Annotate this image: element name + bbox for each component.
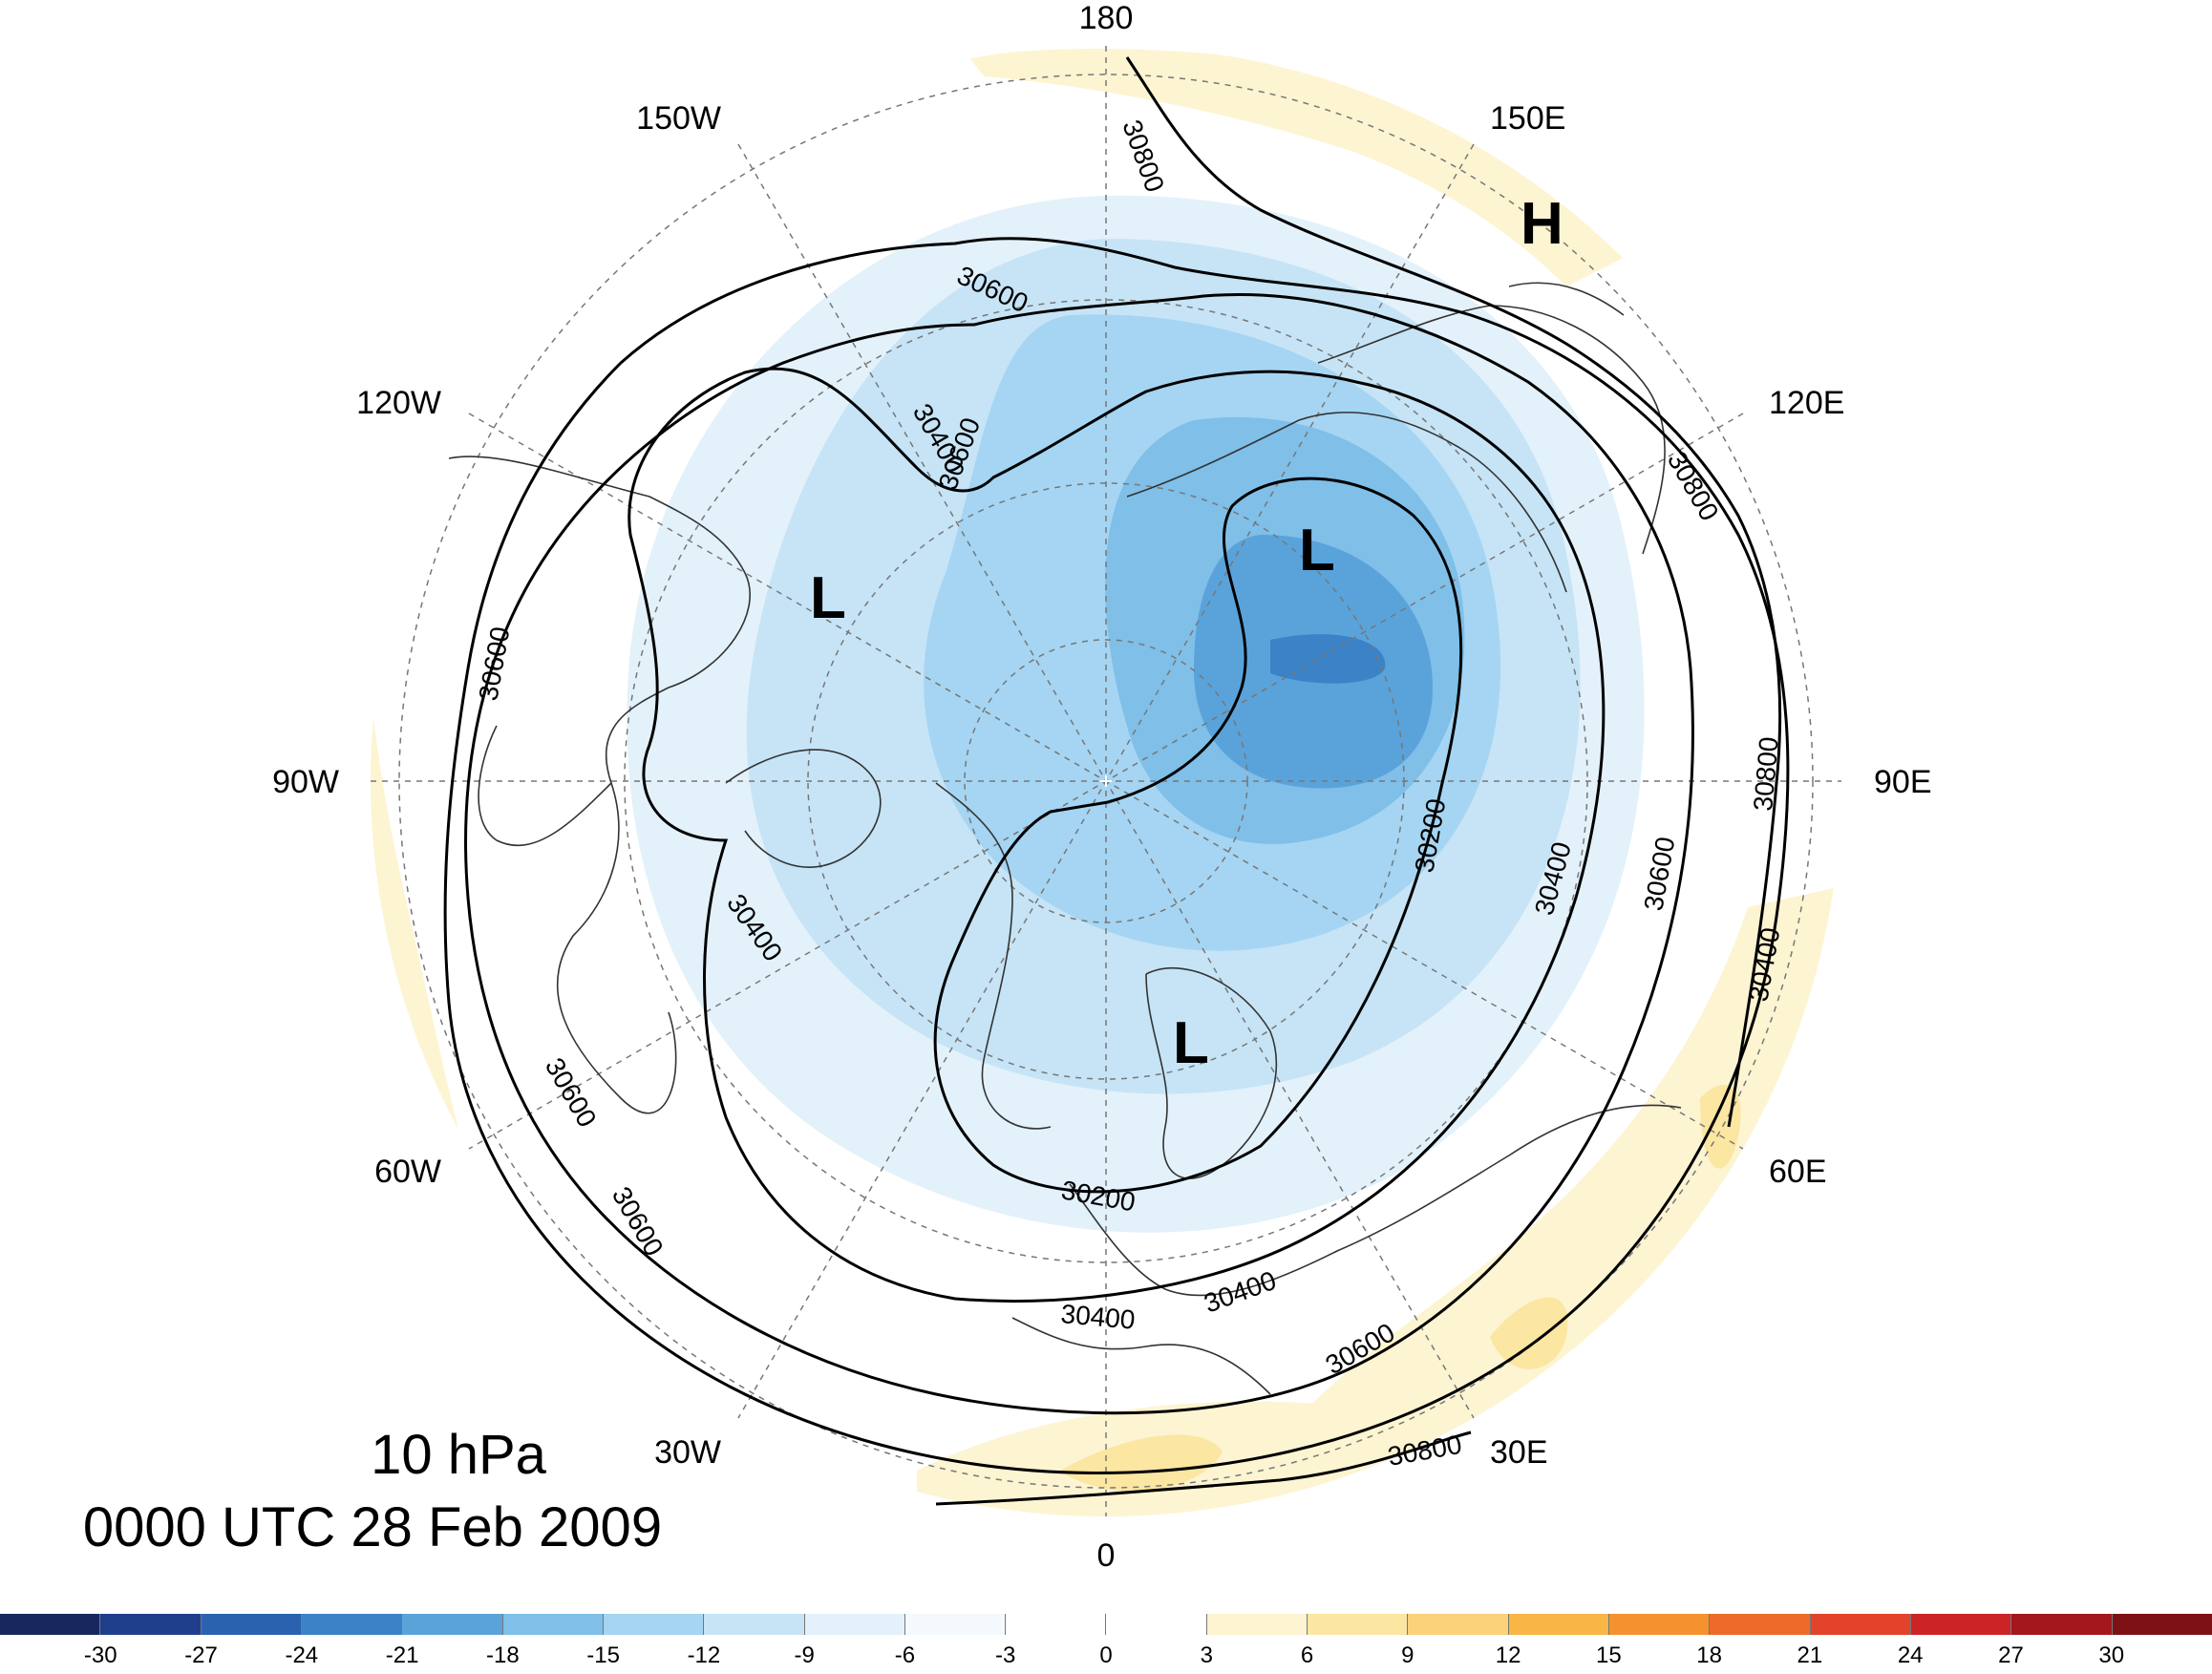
colorbar-swatch bbox=[1508, 1614, 1609, 1635]
colorbar-tick-label: -15 bbox=[586, 1642, 620, 1668]
colorbar-tick-label: -30 bbox=[83, 1642, 117, 1668]
lon-label-120w: 120W bbox=[356, 385, 441, 421]
lon-label-30e: 30E bbox=[1490, 1434, 1548, 1471]
north-pole-marker bbox=[1100, 775, 1112, 787]
warm-anomaly-asia bbox=[1223, 888, 1834, 1509]
lon-label-120e: 120E bbox=[1769, 385, 1844, 421]
low-pressure-center: L bbox=[810, 565, 846, 631]
contour-30400-inner bbox=[627, 367, 1606, 1303]
colorbar-tick-label: 21 bbox=[1797, 1642, 1823, 1668]
low-pressure-center: L bbox=[1299, 518, 1335, 583]
low-pressure-center: L bbox=[1173, 1010, 1209, 1076]
contour-label: 30800 bbox=[1748, 735, 1784, 812]
colorbar-swatch bbox=[704, 1614, 805, 1635]
contour-30600 bbox=[464, 292, 1694, 1415]
lon-label-180: 180 bbox=[1079, 0, 1134, 36]
colorbar-tick-label: -24 bbox=[285, 1642, 319, 1668]
colorbar-tick-label: -9 bbox=[794, 1642, 815, 1668]
colorbar-swatch bbox=[1810, 1614, 1911, 1635]
colorbar-swatch bbox=[1910, 1614, 2012, 1635]
lon-label-90w: 90W bbox=[272, 764, 339, 800]
colorbar bbox=[0, 1614, 2212, 1635]
colorbar-tick-label: -21 bbox=[385, 1642, 419, 1668]
lon-label-90e: 90E bbox=[1874, 764, 1932, 800]
colorbar-swatch bbox=[2011, 1614, 2113, 1635]
contour-30200 bbox=[933, 477, 1463, 1194]
contour-30800-south bbox=[935, 1430, 1472, 1506]
anomaly-shading bbox=[371, 46, 1841, 1516]
colorbar-tick-label: 0 bbox=[1099, 1642, 1113, 1668]
high-pressure-center: H bbox=[1521, 191, 1563, 257]
colorbar-tick-label: -6 bbox=[894, 1642, 916, 1668]
colorbar-swatch bbox=[1106, 1614, 1207, 1635]
longitude-label-group: 180 150E 120E 90E 60E 30E 0 30W 60W 90W … bbox=[272, 0, 1931, 1574]
colorbar-tick-label: 15 bbox=[1596, 1642, 1622, 1668]
colorbar-swatch bbox=[1710, 1614, 1811, 1635]
colorbar-swatch bbox=[402, 1614, 503, 1635]
colorbar-tick-label: 9 bbox=[1401, 1642, 1414, 1668]
warm-anomaly-north-pacific bbox=[969, 49, 1624, 286]
colorbar-swatch bbox=[301, 1614, 403, 1635]
lon-label-0: 0 bbox=[1097, 1537, 1116, 1574]
lon-label-60w: 60W bbox=[374, 1154, 441, 1190]
colorbar-tick-label: 6 bbox=[1300, 1642, 1314, 1668]
contour-label: 30400 bbox=[1059, 1299, 1136, 1335]
colorbar-tick-label: 3 bbox=[1200, 1642, 1213, 1668]
colorbar-swatch bbox=[603, 1614, 705, 1635]
lon-label-150w: 150W bbox=[636, 100, 721, 137]
colorbar-tick-label: -18 bbox=[486, 1642, 520, 1668]
cold-anomaly-core bbox=[1270, 634, 1386, 684]
colorbar-ticks: -30 -27 -24 -21 -18 -15 -12 -9 -6 -3 0 3 6 9 12 15 18 21 2… bbox=[0, 1642, 2212, 1671]
colorbar-swatch bbox=[1206, 1614, 1308, 1635]
colorbar-swatch bbox=[2112, 1614, 2212, 1635]
colorbar-swatch bbox=[904, 1614, 1007, 1635]
map-title-level: 10 hPa bbox=[371, 1424, 546, 1486]
colorbar-swatch bbox=[502, 1614, 604, 1635]
colorbar-tick-label: 24 bbox=[1897, 1642, 1924, 1668]
map-title-time: 0000 UTC 28 Feb 2009 bbox=[82, 1496, 663, 1558]
colorbar-tick-label: 27 bbox=[1998, 1642, 2024, 1668]
contour-30600-outer bbox=[443, 237, 1790, 1474]
colorbar-swatch bbox=[1609, 1614, 1711, 1635]
colorbar-tick-label: -3 bbox=[995, 1642, 1016, 1668]
colorbar-tick-label: 12 bbox=[1495, 1642, 1521, 1668]
colorbar-swatch bbox=[804, 1614, 905, 1635]
lon-label-60e: 60E bbox=[1769, 1154, 1827, 1190]
polar-stereographic-map: 30800 30600 30400 30400 30600 30600 3040… bbox=[272, 0, 1931, 1574]
colorbar-swatch bbox=[1408, 1614, 1509, 1635]
colorbar-swatch bbox=[201, 1614, 302, 1635]
lon-label-150e: 150E bbox=[1490, 100, 1565, 137]
colorbar-tick-label: -12 bbox=[687, 1642, 721, 1668]
colorbar-tick-label: 18 bbox=[1696, 1642, 1722, 1668]
pressure-center-group: H L L L bbox=[810, 191, 1563, 1076]
colorbar-tick-label: -27 bbox=[184, 1642, 218, 1668]
colorbar-swatch bbox=[1308, 1614, 1409, 1635]
colorbar-swatch bbox=[1006, 1614, 1107, 1635]
height-contours bbox=[443, 56, 1790, 1506]
colorbar-tick-label: 30 bbox=[2098, 1642, 2125, 1668]
colorbar-swatch bbox=[0, 1614, 101, 1635]
lon-label-30w: 30W bbox=[654, 1434, 721, 1471]
contour-30800 bbox=[1125, 56, 1782, 1128]
colorbar-swatch bbox=[100, 1614, 202, 1635]
